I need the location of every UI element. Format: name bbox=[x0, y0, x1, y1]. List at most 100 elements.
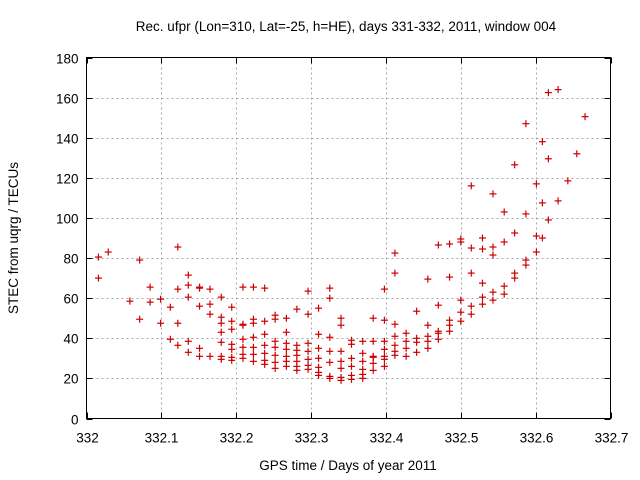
data-point bbox=[337, 321, 345, 329]
data-point bbox=[573, 150, 581, 158]
data-point bbox=[369, 366, 377, 374]
data-point bbox=[196, 302, 204, 310]
data-point bbox=[446, 273, 454, 281]
data-point bbox=[532, 248, 540, 256]
data-point bbox=[402, 352, 410, 360]
data-point bbox=[174, 319, 182, 327]
data-point bbox=[446, 327, 454, 335]
data-point bbox=[413, 348, 421, 356]
data-point bbox=[511, 229, 519, 237]
data-point bbox=[359, 337, 367, 345]
data-point bbox=[500, 208, 508, 216]
y-tick-label: 120 bbox=[56, 172, 79, 187]
data-point bbox=[532, 180, 540, 188]
data-point bbox=[271, 351, 279, 359]
data-point bbox=[467, 182, 475, 190]
data-point bbox=[413, 307, 421, 315]
data-point bbox=[315, 330, 323, 338]
data-point bbox=[538, 138, 546, 146]
data-point bbox=[196, 284, 204, 292]
y-tick-label: 100 bbox=[56, 212, 79, 227]
data-point bbox=[457, 238, 465, 246]
data-point bbox=[500, 238, 508, 246]
data-point bbox=[228, 317, 236, 325]
data-point bbox=[369, 337, 377, 345]
data-point bbox=[217, 293, 225, 301]
data-point bbox=[261, 317, 269, 325]
data-point bbox=[184, 337, 192, 345]
data-point bbox=[478, 300, 486, 308]
data-point bbox=[166, 335, 174, 343]
data-point bbox=[434, 335, 442, 343]
data-point bbox=[478, 293, 486, 301]
data-point bbox=[424, 344, 432, 352]
data-point bbox=[196, 352, 204, 360]
x-axis-label: GPS time / Days of year 2011 bbox=[259, 458, 437, 473]
data-point bbox=[261, 330, 269, 338]
data-point bbox=[239, 321, 247, 329]
data-point bbox=[304, 287, 312, 295]
data-point bbox=[434, 241, 442, 249]
data-point bbox=[146, 298, 154, 306]
x-tick-label: 332.6 bbox=[520, 431, 554, 446]
data-point bbox=[315, 371, 323, 379]
data-point bbox=[282, 345, 290, 353]
data-point bbox=[157, 319, 165, 327]
data-point bbox=[424, 321, 432, 329]
data-point bbox=[522, 210, 530, 218]
data-point bbox=[206, 352, 214, 360]
data-point bbox=[282, 328, 290, 336]
data-point bbox=[347, 375, 355, 383]
data-point bbox=[304, 339, 312, 347]
data-point bbox=[228, 345, 236, 353]
data-point bbox=[261, 284, 269, 292]
data-point bbox=[402, 329, 410, 337]
data-point bbox=[293, 305, 301, 313]
data-point bbox=[239, 283, 247, 291]
data-point bbox=[196, 344, 204, 352]
data-point bbox=[478, 245, 486, 253]
data-point bbox=[359, 357, 367, 365]
data-point bbox=[489, 288, 497, 296]
y-axis: 0 20 40 60 80 100 120 140 160 180 bbox=[56, 52, 611, 428]
y-tick-label: 160 bbox=[56, 92, 79, 107]
data-point bbox=[166, 303, 174, 311]
data-point bbox=[467, 269, 475, 277]
data-point bbox=[217, 313, 225, 321]
data-point bbox=[249, 343, 257, 351]
data-point bbox=[489, 296, 497, 304]
data-point bbox=[337, 347, 345, 355]
data-point bbox=[157, 295, 165, 303]
data-point bbox=[554, 86, 562, 94]
data-point bbox=[217, 338, 225, 346]
data-point bbox=[467, 244, 475, 252]
data-point bbox=[478, 234, 486, 242]
data-point bbox=[315, 304, 323, 312]
data-point bbox=[326, 294, 334, 302]
x-tick-label: 332.7 bbox=[595, 431, 629, 446]
data-point bbox=[206, 310, 214, 318]
x-tick-label: 332.4 bbox=[370, 431, 404, 446]
data-point bbox=[457, 317, 465, 325]
data-point bbox=[293, 366, 301, 374]
x-tick-label: 332.1 bbox=[145, 431, 179, 446]
data-point bbox=[184, 271, 192, 279]
data-point bbox=[94, 253, 102, 261]
data-point bbox=[249, 333, 257, 341]
y-tick-label: 140 bbox=[56, 132, 79, 147]
chart-title: Rec. ufpr (Lon=310, Lat=-25, h=HE), days… bbox=[136, 19, 557, 34]
data-point bbox=[271, 337, 279, 345]
data-point bbox=[174, 285, 182, 293]
data-point bbox=[532, 232, 540, 240]
data-point bbox=[136, 256, 144, 264]
y-tick-label: 180 bbox=[56, 52, 79, 67]
data-point bbox=[434, 329, 442, 337]
y-tick-label: 60 bbox=[63, 292, 78, 307]
data-point bbox=[271, 315, 279, 323]
data-point bbox=[326, 358, 334, 366]
data-point bbox=[184, 293, 192, 301]
data-point bbox=[581, 113, 589, 121]
y-tick-label: 20 bbox=[63, 372, 78, 387]
data-point bbox=[391, 341, 399, 349]
data-point bbox=[94, 274, 102, 282]
